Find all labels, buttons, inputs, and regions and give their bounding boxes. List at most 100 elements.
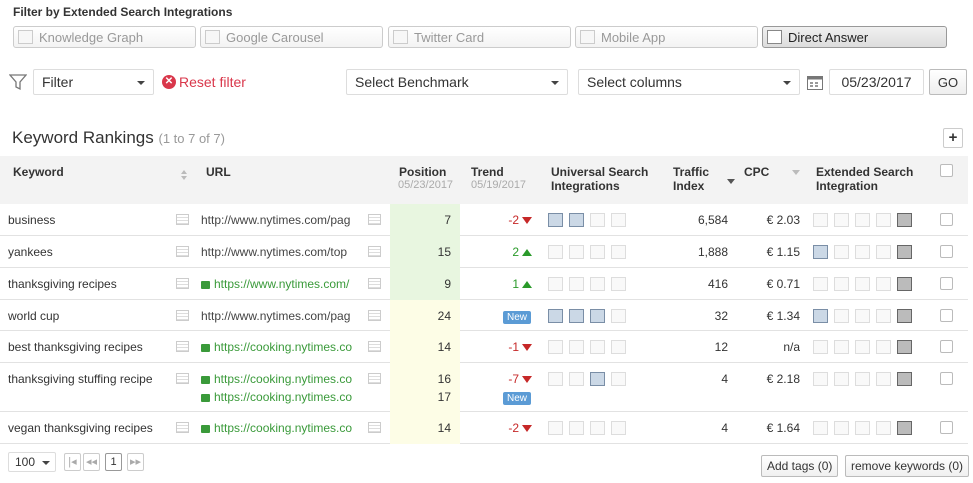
row-checkbox[interactable] xyxy=(940,372,953,385)
traffic-index-cell: 4 xyxy=(721,421,728,435)
url-cell[interactable]: http://www.nytimes.com/pag xyxy=(201,309,356,323)
url-details-icon[interactable] xyxy=(368,341,381,352)
trend-cell: New xyxy=(503,390,565,405)
keyword-details-icon[interactable] xyxy=(176,278,189,289)
direct-answer-icon xyxy=(897,372,912,386)
calendar-icon[interactable] xyxy=(806,73,824,91)
add-tags-button[interactable]: Add tags (0) xyxy=(761,455,839,477)
twitter-icon xyxy=(393,30,408,44)
url-cell[interactable]: https://cooking.nytimes.co xyxy=(201,372,356,386)
keyword-details-icon[interactable] xyxy=(176,341,189,352)
position-cell: 24 xyxy=(437,309,451,323)
position-highlight xyxy=(390,236,460,268)
knowledge-graph-icon xyxy=(813,340,828,354)
url-cell[interactable]: https://cooking.nytimes.co xyxy=(201,340,356,354)
position-cell: 9 xyxy=(444,277,451,291)
filter-dropdown-label: Filter xyxy=(42,74,74,90)
direct-answer-icon xyxy=(897,309,912,323)
twitter-icon xyxy=(855,309,870,323)
traffic-index-cell: 4 xyxy=(721,372,728,386)
image-icon xyxy=(569,372,584,386)
select-all-checkbox[interactable] xyxy=(940,164,953,177)
google-carousel-button[interactable]: Google Carousel xyxy=(200,26,383,48)
shopping-icon xyxy=(611,372,626,386)
mobile-app-button[interactable]: Mobile App xyxy=(575,26,758,48)
result-count: (1 to 7 of 7) xyxy=(158,131,225,146)
url-details-icon[interactable] xyxy=(368,422,381,433)
traffic-index-cell: 6,584 xyxy=(697,213,728,227)
twitter-card-button[interactable]: Twitter Card xyxy=(388,26,571,48)
reset-filter-link[interactable]: ✕ Reset filter xyxy=(162,74,246,90)
keyword-details-icon[interactable] xyxy=(176,214,189,225)
keyword-details-icon[interactable] xyxy=(176,373,189,384)
row-checkbox[interactable] xyxy=(940,277,953,290)
url-details-icon[interactable] xyxy=(368,214,381,225)
page-size-select[interactable]: 100 xyxy=(8,452,56,472)
keyword-details-icon[interactable] xyxy=(176,422,189,433)
filter-dropdown[interactable]: Filter xyxy=(33,69,154,95)
column-keyword[interactable]: Keyword xyxy=(13,165,64,179)
mobile-icon xyxy=(876,372,891,386)
keyword-details-icon[interactable] xyxy=(176,246,189,257)
url-details-icon[interactable] xyxy=(368,246,381,257)
go-button[interactable]: GO xyxy=(929,69,967,95)
first-page-button[interactable]: |◂ xyxy=(64,453,81,471)
row-checkbox[interactable] xyxy=(940,245,953,258)
benchmark-dropdown[interactable]: Select Benchmark xyxy=(346,69,568,95)
arrow-down-icon xyxy=(522,376,532,383)
url-details-icon[interactable] xyxy=(368,278,381,289)
url-cell[interactable]: http://www.nytimes.com/top xyxy=(201,245,356,259)
chevron-down-icon xyxy=(42,461,50,465)
next-page-button[interactable]: ▸▸ xyxy=(127,453,144,471)
column-cpc[interactable]: CPC xyxy=(744,165,770,179)
sort-icon[interactable] xyxy=(792,170,800,176)
lock-icon xyxy=(201,344,210,352)
knowledge-graph-label: Knowledge Graph xyxy=(39,29,144,45)
row-checkbox[interactable] xyxy=(940,309,953,322)
video-icon xyxy=(590,421,605,435)
chevron-down-icon xyxy=(783,81,791,85)
news-icon xyxy=(548,372,563,386)
url-details-icon[interactable] xyxy=(368,310,381,321)
sort-icon[interactable] xyxy=(180,169,188,181)
url-cell[interactable]: https://www.nytimes.com/ xyxy=(201,277,356,291)
url-details-icon[interactable] xyxy=(368,373,381,384)
remove-keywords-button[interactable]: remove keywords (0) xyxy=(845,455,970,477)
column-trend[interactable]: Trend xyxy=(471,165,504,179)
current-page[interactable]: 1 xyxy=(105,453,122,471)
image-icon xyxy=(569,309,584,323)
video-icon xyxy=(590,309,605,323)
direct-answer-button[interactable]: Direct Answer xyxy=(762,26,947,48)
knowledge-graph-icon xyxy=(18,30,33,44)
add-keyword-button[interactable]: + xyxy=(943,128,963,148)
knowledge-graph-icon xyxy=(813,421,828,435)
date-input[interactable]: 05/23/2017 xyxy=(829,69,924,95)
twitter-icon xyxy=(855,213,870,227)
url-cell[interactable]: http://www.nytimes.com/pag xyxy=(201,213,356,227)
row-checkbox[interactable] xyxy=(940,213,953,226)
news-icon xyxy=(548,309,563,323)
url-text: https://cooking.nytimes.co xyxy=(214,340,353,354)
url-cell[interactable]: https://cooking.nytimes.co xyxy=(201,421,356,435)
column-url[interactable]: URL xyxy=(206,165,231,179)
shopping-icon xyxy=(611,421,626,435)
column-universal: Universal Search Integrations xyxy=(551,165,649,193)
mobile-icon xyxy=(876,213,891,227)
twitter-icon xyxy=(855,245,870,259)
news-icon xyxy=(548,421,563,435)
page-size-value: 100 xyxy=(15,455,36,469)
cpc-cell: € 1.64 xyxy=(766,421,800,435)
row-checkbox[interactable] xyxy=(940,421,953,434)
keyword-details-icon[interactable] xyxy=(176,310,189,321)
shopping-icon xyxy=(611,245,626,259)
columns-dropdown[interactable]: Select columns xyxy=(578,69,800,95)
knowledge-graph-icon xyxy=(813,213,828,227)
url-cell[interactable]: https://cooking.nytimes.co xyxy=(201,390,356,404)
knowledge-graph-button[interactable]: Knowledge Graph xyxy=(13,26,196,48)
column-traffic[interactable]: Traffic Index xyxy=(673,165,710,193)
cpc-cell: € 2.18 xyxy=(766,372,800,386)
row-checkbox[interactable] xyxy=(940,340,953,353)
position-highlight xyxy=(390,412,460,444)
prev-page-button[interactable]: ◂◂ xyxy=(83,453,100,471)
column-position[interactable]: Position xyxy=(399,165,447,179)
